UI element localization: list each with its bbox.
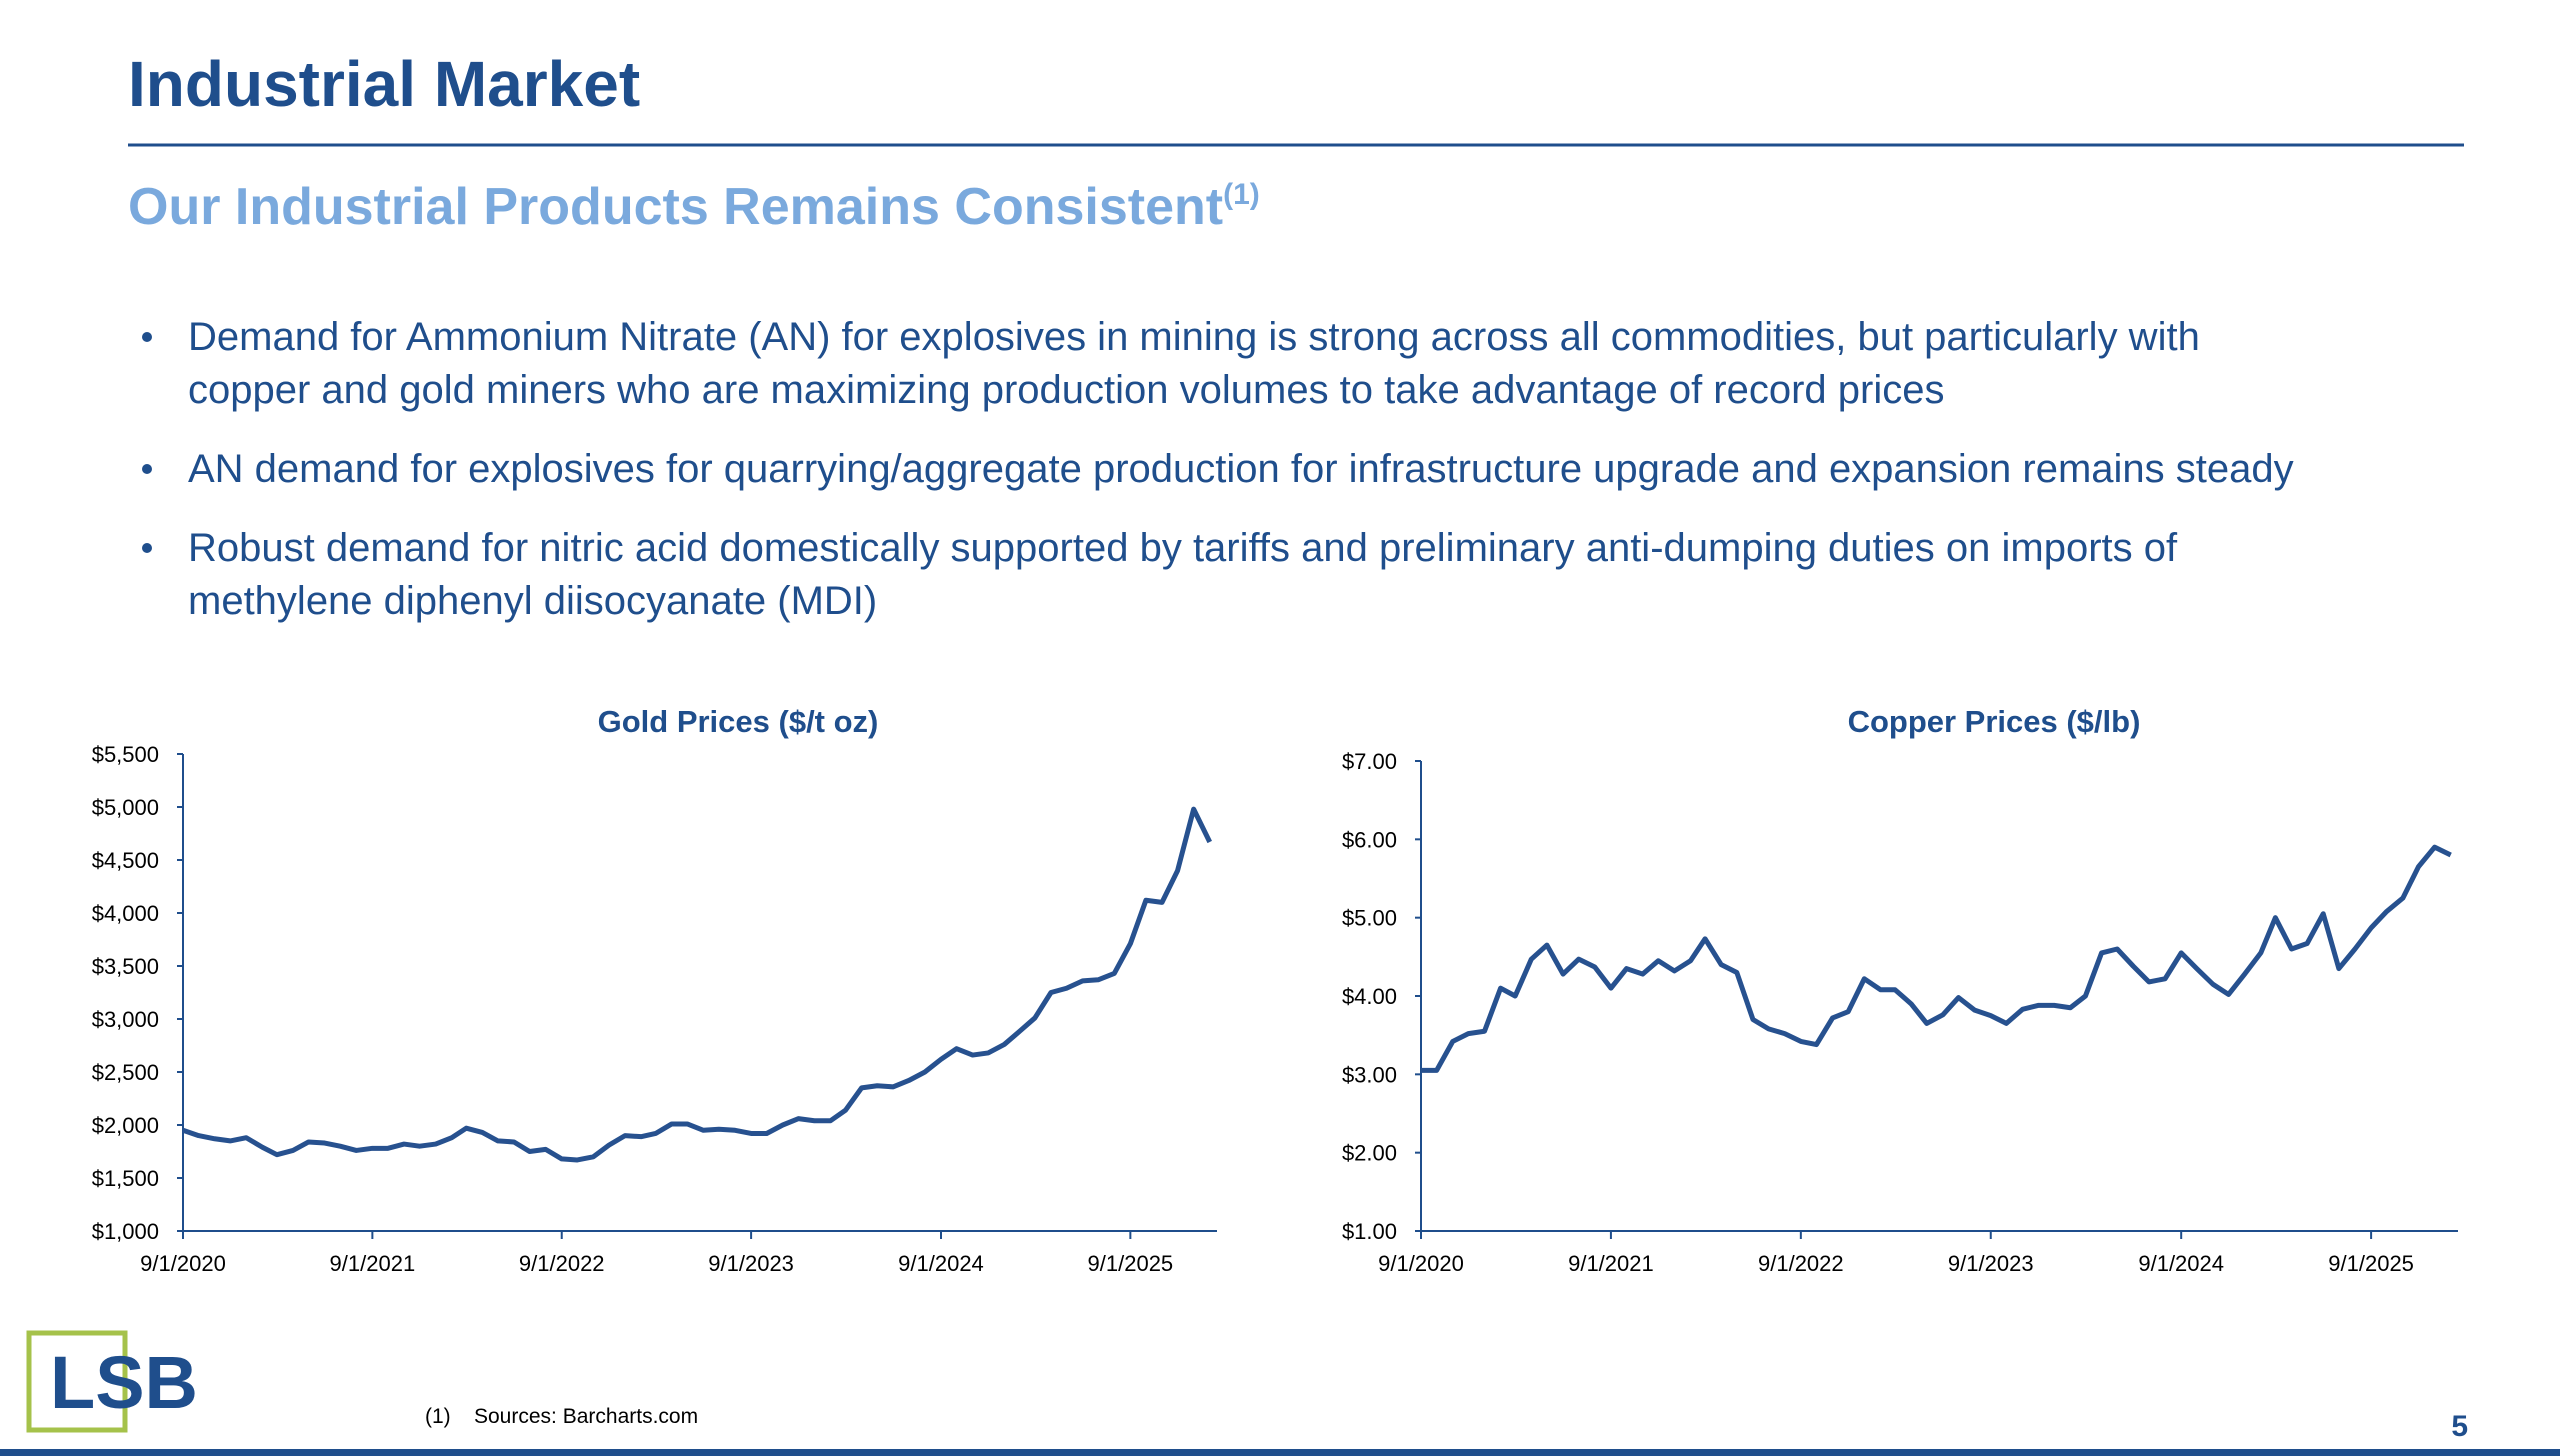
y-tick-label: $1,500 [92,1166,159,1191]
logo: LSB [50,1341,198,1424]
y-tick-label: $5.00 [1342,906,1397,931]
y-tick-label: $5,500 [92,742,159,767]
y-tick-label: $3,000 [92,1007,159,1032]
bullet-text: copper and gold miners who are maximizin… [188,368,1944,412]
bullet-text: Demand for Ammonium Nitrate (AN) for exp… [188,315,2200,359]
charts: Gold Prices ($/t oz) $1,000 $1,500 $2,000 $2… [92,704,2458,1276]
subtitle-text: Our Industrial Products Remains Consiste… [128,178,1223,236]
bullet-text: AN demand for explosives for quarrying/a… [188,447,2294,491]
x-tick-label: 9/1/2024 [898,1251,984,1276]
bullet-text: Robust demand for nitric acid domestical… [188,526,2178,570]
x-tick-label: 9/1/2022 [1758,1251,1844,1276]
x-tick-label: 9/1/2022 [519,1251,605,1276]
y-tick-label: $2,000 [92,1113,159,1138]
y-tick-label: $2.00 [1342,1141,1397,1166]
x-tick-label: 9/1/2021 [330,1251,416,1276]
page-number: 5 [2451,1410,2468,1443]
x-tick-label: 9/1/2020 [1378,1251,1464,1276]
y-tick-label: $5,000 [92,795,159,820]
bottom-bar [0,1449,2560,1456]
y-tick-label: $3,500 [92,954,159,979]
y-tick-label: $7.00 [1342,749,1397,774]
bullet-dot [142,464,152,474]
y-tick-label: $4,500 [92,848,159,873]
x-tick-label: 9/1/2023 [1948,1251,2034,1276]
y-tick-label: $1.00 [1342,1219,1397,1244]
footnote-marker: (1) [425,1405,451,1428]
slide-title: Industrial Market [128,48,640,120]
x-tick-label: 9/1/2021 [1568,1251,1654,1276]
x-tick-label: 9/1/2023 [708,1251,794,1276]
y-tick-label: $4,000 [92,901,159,926]
price-line [1421,844,2452,1073]
x-tick-label: 9/1/2025 [1088,1251,1174,1276]
y-tick-label: $2,500 [92,1060,159,1085]
y-tick-label: $4.00 [1342,984,1397,1009]
bullet-dot [142,543,152,553]
y-tick-label: $1,000 [92,1219,159,1244]
chart-title: Gold Prices ($/t oz) [598,704,879,739]
footnote: Sources: Barcharts.com [474,1405,698,1428]
bullet-list: Demand for Ammonium Nitrate (AN) for exp… [142,315,2294,623]
x-tick-label: 9/1/2020 [140,1251,226,1276]
x-tick-label: 9/1/2024 [2138,1251,2224,1276]
x-tick-label: 9/1/2025 [2328,1251,2414,1276]
y-tick-label: $6.00 [1342,827,1397,852]
y-tick-label: $3.00 [1342,1062,1397,1087]
subtitle-note: (1) [1223,178,1260,211]
logo-frame [26,1330,128,1433]
bullet-text: methylene diphenyl diisocyanate (MDI) [188,579,877,623]
slide-subtitle: Our Industrial Products Remains Consiste… [128,178,1260,236]
chart-title: Copper Prices ($/lb) [1848,704,2141,739]
price-line [182,806,1212,1163]
bullet-dot [142,332,152,342]
